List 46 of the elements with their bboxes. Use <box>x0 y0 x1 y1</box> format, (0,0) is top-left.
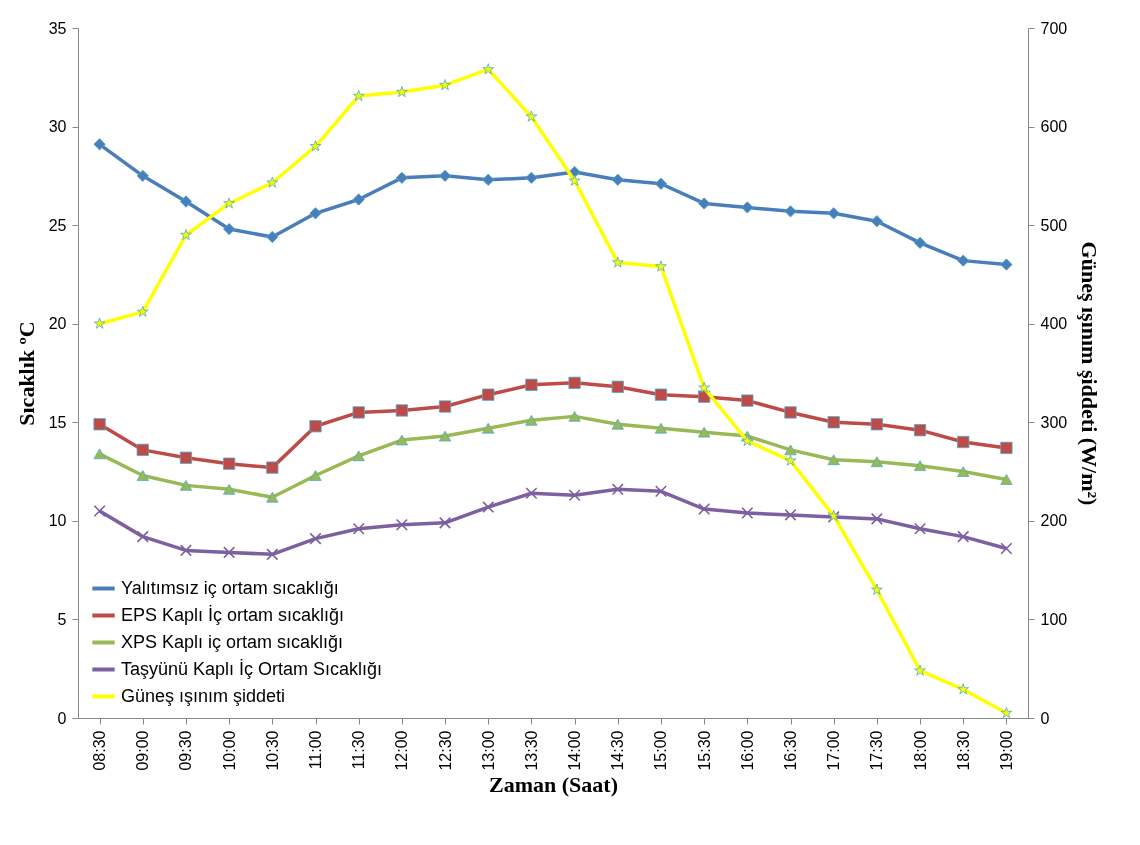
y2-tick-label: 200 <box>1040 512 1068 530</box>
x-tick-label: 17:30 <box>868 730 886 771</box>
x-tick-label: 12:30 <box>436 730 454 771</box>
x-tick-label: 09:00 <box>134 730 152 771</box>
x-tick-label: 11:30 <box>350 730 368 770</box>
y-axis-title: Sıcaklık ºC <box>13 321 39 426</box>
x-tick-label: 10:30 <box>263 730 281 771</box>
x-tick-label: 13:30 <box>522 730 540 771</box>
x-tick-label: 14:30 <box>609 730 627 771</box>
legend-label: Taşyünü Kaplı İç Ortam Sıcaklığı <box>121 658 383 679</box>
y-tick-label: 20 <box>48 315 67 333</box>
y2-tick-label: 700 <box>1040 19 1068 37</box>
y2-tick-label: 400 <box>1040 315 1068 333</box>
x-tick-label: 18:00 <box>911 730 929 771</box>
x-tick-label: 19:00 <box>997 730 1015 771</box>
legend-label: XPS Kaplı iç ortam sıcaklığı <box>121 631 344 652</box>
legend-label: EPS Kaplı İç ortam sıcaklığı <box>121 604 345 625</box>
y2-tick-label: 100 <box>1040 610 1068 628</box>
y2-tick-label: 0 <box>1040 709 1050 727</box>
x-tick-label: 16:00 <box>738 730 756 771</box>
y-tick-label: 0 <box>57 709 67 727</box>
x-tick-label: 17:00 <box>825 730 843 771</box>
x-tick-label: 09:30 <box>177 730 195 771</box>
y2-tick-label: 600 <box>1040 118 1068 136</box>
legend-label: Güneş ışınım şiddeti <box>121 685 286 706</box>
x-tick-label: 15:00 <box>652 730 670 771</box>
y-tick-label: 25 <box>48 216 67 234</box>
y-tick-label: 30 <box>48 118 67 136</box>
x-tick-label: 11:00 <box>307 730 324 770</box>
x-axis-title: Zaman (Saat) <box>489 771 618 797</box>
x-tick-label: 14:00 <box>566 730 584 771</box>
x-tick-label: 10:00 <box>220 730 238 771</box>
y2-axis-title: Güneş ışınım şiddeti (W/m²) <box>1077 241 1103 506</box>
y-tick-label: 35 <box>48 19 67 37</box>
y-tick-label: 5 <box>57 610 67 628</box>
legend-label: Yalıtımsız iç ortam sıcaklığı <box>121 577 339 598</box>
x-tick-label: 13:00 <box>479 730 497 771</box>
x-tick-label: 15:30 <box>695 730 713 771</box>
y2-tick-label: 500 <box>1040 216 1068 234</box>
x-tick-label: 08:30 <box>91 730 109 771</box>
y-tick-label: 10 <box>48 512 67 530</box>
x-tick-label: 12:00 <box>393 730 411 771</box>
x-tick-label: 18:30 <box>954 730 972 771</box>
y2-tick-label: 300 <box>1040 413 1068 431</box>
y-tick-label: 15 <box>48 413 67 431</box>
x-tick-label: 16:30 <box>782 730 799 771</box>
